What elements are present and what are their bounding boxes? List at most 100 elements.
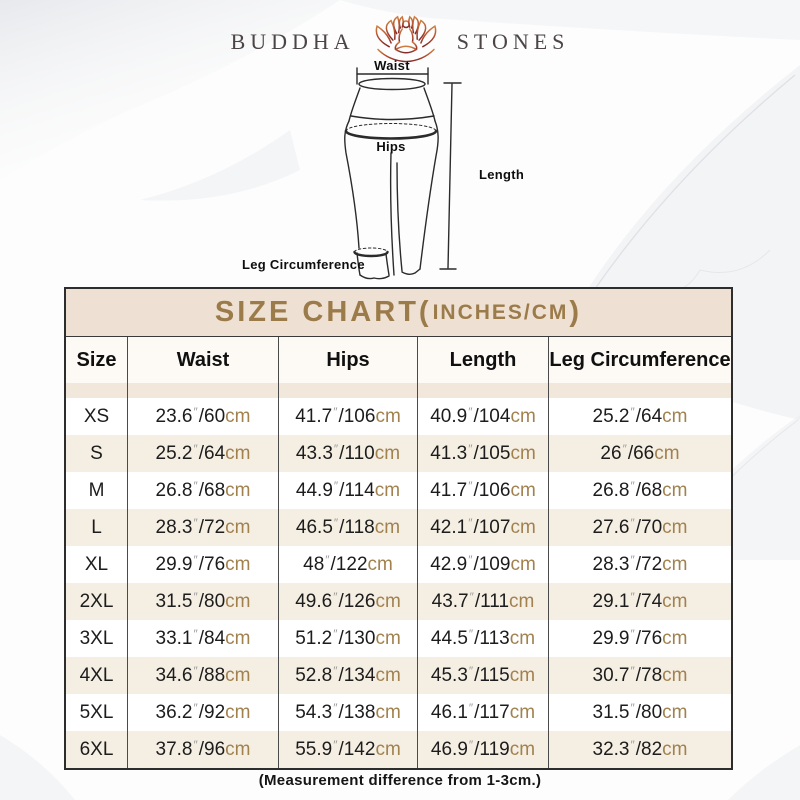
measurement-value: 25.2 (155, 442, 193, 464)
measurement-value: /104 (473, 405, 511, 427)
measurement-value: 40.9 (430, 405, 468, 427)
measurement-value: /134 (338, 664, 376, 686)
table-row: L 28.3 ″/72 cm 46.5 ″/118 cm 42.1 ″/107 cm 27.6 ″/7… (66, 509, 731, 546)
waist-cell: 33.1 ″/84 cm (128, 620, 279, 657)
measurement-value: /122 (330, 553, 368, 575)
measurement-value: 55.9 (295, 738, 333, 760)
size-cell: 6XL (66, 731, 128, 768)
length-cell: 46.9 ″/119 cm (418, 731, 549, 768)
cm-suffix: cm (225, 664, 251, 686)
inch-mark: ″ (468, 404, 473, 419)
measurement-value: 32.3 (592, 738, 630, 760)
cm-suffix: cm (367, 553, 393, 575)
brand-name-right: STONES (456, 29, 570, 54)
measurement-value: 48 (303, 553, 325, 575)
measurement-value: 31.5 (592, 701, 630, 723)
measurement-value: /138 (338, 701, 376, 723)
waist-cell: 23.6 ″/60 cm (128, 398, 279, 435)
measurement-value: /107 (473, 516, 511, 538)
hips-cell: 43.3 ″/110 cm (279, 435, 418, 472)
inch-mark: ″ (333, 737, 338, 752)
measurement-footnote: (Measurement difference from 1-3cm.) (258, 772, 542, 789)
table-header-row: Size Waist Hips Length Leg Circumference (66, 337, 731, 383)
title-main: SIZE CHART( (214, 296, 432, 328)
measurement-value: 43.3 (295, 442, 333, 464)
header-hips: Hips (279, 337, 418, 383)
measurement-value: /76 (198, 553, 226, 575)
measurement-value: /96 (198, 738, 226, 760)
measurement-value: 52.8 (295, 664, 333, 686)
inch-mark: ″ (333, 478, 339, 493)
cm-suffix: cm (510, 442, 536, 464)
inch-mark: ″ (630, 663, 635, 678)
cm-suffix: cm (375, 405, 401, 427)
measurement-value: 26 (600, 442, 622, 464)
cm-suffix: cm (225, 442, 251, 464)
inch-mark: ″ (630, 589, 635, 604)
measurement-value: /110 (339, 442, 375, 464)
inch-mark: ″ (333, 589, 338, 604)
inch-mark: ″ (333, 626, 338, 641)
size-chart-title: SIZE CHART( INCHES/CM ) (66, 289, 731, 337)
inch-mark: ″ (333, 515, 339, 530)
measurement-value: /88 (198, 664, 226, 686)
inch-mark: ″ (630, 478, 635, 493)
measurement-value: 51.2 (295, 627, 333, 649)
cm-suffix: cm (662, 738, 688, 760)
measurement-value: 33.1 (155, 627, 193, 649)
measurement-value: 49.6 (295, 590, 333, 612)
hips-cell: 54.3 ″/138 cm (279, 694, 418, 731)
measurement-value: /80 (635, 701, 663, 723)
title-close-paren: ) (569, 296, 583, 328)
length-cell: 43.7 ″/111 cm (418, 583, 549, 620)
measurement-value: 41.3 (430, 442, 468, 464)
hips-cell: 55.9 ″/142 cm (279, 731, 418, 768)
inch-mark: ″ (333, 441, 339, 456)
cm-suffix: cm (662, 516, 688, 538)
table-row: XL 29.9 ″/76 cm 48 ″/122 cm 42.9 ″/109 cm 28.3 ″/72… (66, 546, 731, 583)
cm-suffix: cm (654, 442, 680, 464)
measurement-value: /72 (635, 553, 663, 575)
hips-cell: 52.8 ″/134 cm (279, 657, 418, 694)
measurement-value: 42.9 (430, 553, 468, 575)
cm-suffix: cm (662, 553, 688, 575)
hips-cell: 48 ″/122 cm (279, 546, 418, 583)
inch-mark: ″ (469, 589, 474, 604)
inch-mark: ″ (193, 441, 198, 456)
table-row: 3XL 33.1 ″/84 cm 51.2 ″/130 cm 44.5 ″/113 cm 29.9 ″… (66, 620, 731, 657)
measurement-value: /115 (474, 664, 510, 686)
measurement-value: /109 (473, 553, 511, 575)
cm-suffix: cm (374, 479, 401, 501)
inch-mark: ″ (630, 552, 635, 567)
cm-suffix: cm (509, 664, 536, 686)
measurement-value: 42.1 (430, 516, 468, 538)
measurement-value: /118 (339, 516, 375, 538)
length-cell: 41.7 ″/106 cm (418, 472, 549, 509)
size-cell: L (66, 509, 128, 546)
measurement-value: /80 (198, 590, 226, 612)
inch-mark: ″ (622, 441, 627, 456)
inch-mark: ″ (468, 515, 473, 530)
inch-mark: ″ (468, 552, 473, 567)
inch-mark: ″ (333, 700, 338, 715)
table-row: 5XL 36.2 ″/92 cm 54.3 ″/138 cm 46.1 ″/117 cm 31.5 ″… (66, 694, 731, 731)
measurement-value: /72 (198, 516, 226, 538)
cm-suffix: cm (225, 738, 251, 760)
leg-cell: 26 ″/66 cm (549, 435, 731, 472)
cm-suffix: cm (509, 701, 536, 723)
measurement-value: /64 (198, 442, 226, 464)
measurement-value: 34.6 (155, 664, 193, 686)
leg-cell: 28.3 ″/72 cm (549, 546, 731, 583)
size-cell: 3XL (66, 620, 128, 657)
cm-suffix: cm (662, 627, 688, 649)
measurement-value: 46.9 (430, 738, 468, 760)
measurement-value: 29.9 (592, 627, 630, 649)
lotus-meditation-icon (375, 15, 437, 63)
inch-mark: ″ (468, 737, 474, 752)
table-row: 6XL 37.8 ″/96 cm 55.9 ″/142 cm 46.9 ″/119 cm 32.3 ″… (66, 731, 731, 768)
measurement-value: /114 (339, 479, 375, 501)
inch-mark: ″ (193, 700, 198, 715)
inch-mark: ″ (630, 626, 635, 641)
cm-suffix: cm (662, 664, 688, 686)
hips-cell: 41.7 ″/106 cm (279, 398, 418, 435)
